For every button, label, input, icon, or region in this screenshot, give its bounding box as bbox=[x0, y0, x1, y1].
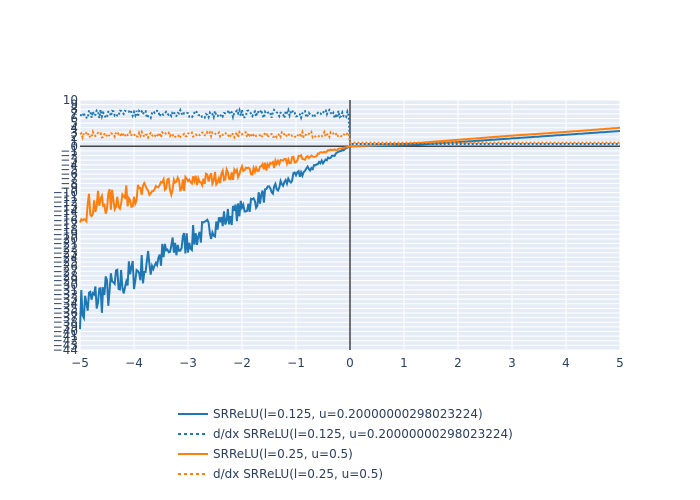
legend-swatch bbox=[178, 413, 208, 415]
y-tick-label: 7 bbox=[70, 107, 78, 121]
y-tick-label: −17 bbox=[53, 218, 78, 232]
x-tick-label: −3 bbox=[179, 356, 197, 370]
y-tick-label: −40 bbox=[53, 324, 78, 338]
y-tick-label: −32 bbox=[53, 287, 78, 301]
legend-swatch bbox=[178, 453, 208, 455]
series-line-4 bbox=[79, 128, 620, 144]
x-tick-label: 3 bbox=[508, 356, 516, 370]
y-tick-label: 6 bbox=[70, 112, 78, 126]
y-tick-label: −4 bbox=[60, 158, 78, 172]
y-tick-label: 2 bbox=[70, 130, 78, 144]
legend-label: SRReLU(l=0.25, u=0.5) bbox=[213, 447, 353, 461]
y-tick-label: 9 bbox=[70, 98, 78, 112]
y-tick-label: −38 bbox=[53, 315, 78, 329]
x-tick-label: 2 bbox=[454, 356, 462, 370]
y-tick-label: −39 bbox=[53, 320, 78, 334]
y-tick-label: −26 bbox=[53, 260, 78, 274]
legend-item-4[interactable]: d/dx SRReLU(l=0.25, u=0.5) bbox=[178, 464, 513, 484]
y-tick-label: −9 bbox=[60, 181, 78, 195]
x-tick-label: −5 bbox=[71, 356, 89, 370]
y-tick-label: −7 bbox=[60, 172, 78, 186]
y-tick-label: −16 bbox=[53, 213, 78, 227]
y-tick-label: −33 bbox=[53, 292, 78, 306]
y-tick-label: −1 bbox=[60, 144, 78, 158]
legend-swatch bbox=[178, 433, 208, 435]
y-tick-label: −5 bbox=[60, 162, 78, 176]
legend-item-2[interactable]: d/dx SRReLU(l=0.125, u=0.200000002980232… bbox=[178, 424, 513, 444]
y-tick-label: −23 bbox=[53, 246, 78, 260]
y-tick-label: −10 bbox=[53, 186, 78, 200]
y-tick-label: −43 bbox=[53, 338, 78, 352]
y-tick-label: −29 bbox=[53, 274, 78, 288]
legend-label: SRReLU(l=0.125, u=0.20000000298023224) bbox=[213, 407, 483, 421]
series-group bbox=[79, 106, 621, 330]
y-tick-label: −24 bbox=[53, 250, 78, 264]
x-tick-labels: −5 −4 −3 −2 −1 0 1 2 3 4 5 bbox=[71, 356, 624, 370]
y-tick-labels: 109876543210−1−2−3−4−5−6−7−8−9−10−11−12−… bbox=[53, 93, 78, 357]
x-tick-label: 5 bbox=[616, 356, 624, 370]
x-tick-label: 0 bbox=[346, 356, 354, 370]
y-tick-label: −31 bbox=[53, 283, 78, 297]
legend-label: d/dx SRReLU(l=0.25, u=0.5) bbox=[213, 467, 384, 481]
y-tick-label: 1 bbox=[70, 135, 78, 149]
y-tick-label: −11 bbox=[53, 190, 78, 204]
legend-item-1[interactable]: SRReLU(l=0.125, u=0.20000000298023224) bbox=[178, 404, 513, 424]
y-tick-label: −18 bbox=[53, 223, 78, 237]
series-line-3 bbox=[79, 126, 621, 224]
y-tick-label: −35 bbox=[53, 301, 78, 315]
y-tick-label: 8 bbox=[70, 102, 78, 116]
y-tick-label: 3 bbox=[70, 125, 78, 139]
y-tick-label: −21 bbox=[53, 237, 78, 251]
y-tick-label: −44 bbox=[53, 343, 78, 357]
y-tick-label: −13 bbox=[53, 199, 78, 213]
y-tick-label: −27 bbox=[53, 264, 78, 278]
y-tick-label: −37 bbox=[53, 311, 78, 325]
x-tick-label: −4 bbox=[125, 356, 143, 370]
y-tick-label: −8 bbox=[60, 176, 78, 190]
y-tick-label: −22 bbox=[53, 241, 78, 255]
y-tick-label: 4 bbox=[70, 121, 78, 135]
x-tick-label: 4 bbox=[562, 356, 570, 370]
y-tick-label: −28 bbox=[53, 269, 78, 283]
y-tick-label: −14 bbox=[53, 204, 78, 218]
legend-item-3[interactable]: SRReLU(l=0.25, u=0.5) bbox=[178, 444, 513, 464]
legend-label: d/dx SRReLU(l=0.125, u=0.200000002980232… bbox=[213, 427, 513, 441]
y-tick-label: −30 bbox=[53, 278, 78, 292]
legend[interactable]: SRReLU(l=0.125, u=0.20000000298023224) d/… bbox=[178, 404, 513, 484]
y-tick-label: −2 bbox=[60, 149, 78, 163]
y-tick-label: −25 bbox=[53, 255, 78, 269]
y-tick-label: −15 bbox=[53, 209, 78, 223]
x-tick-label: −2 bbox=[233, 356, 251, 370]
y-tick-label: −12 bbox=[53, 195, 78, 209]
y-tick-label: −19 bbox=[53, 227, 78, 241]
x-tick-label: −1 bbox=[287, 356, 305, 370]
y-tick-label: −36 bbox=[53, 306, 78, 320]
y-tick-label: −20 bbox=[53, 232, 78, 246]
y-tick-label: 10 bbox=[63, 93, 78, 107]
y-tick-label: −3 bbox=[60, 153, 78, 167]
x-tick-label: 1 bbox=[400, 356, 408, 370]
y-tick-label: −42 bbox=[53, 334, 78, 348]
y-tick-label: −6 bbox=[60, 167, 78, 181]
y-tick-label: −41 bbox=[53, 329, 78, 343]
y-tick-label: 0 bbox=[70, 139, 78, 153]
y-tick-label: 5 bbox=[70, 116, 78, 130]
y-tick-label: −34 bbox=[53, 297, 78, 311]
legend-swatch bbox=[178, 473, 208, 475]
